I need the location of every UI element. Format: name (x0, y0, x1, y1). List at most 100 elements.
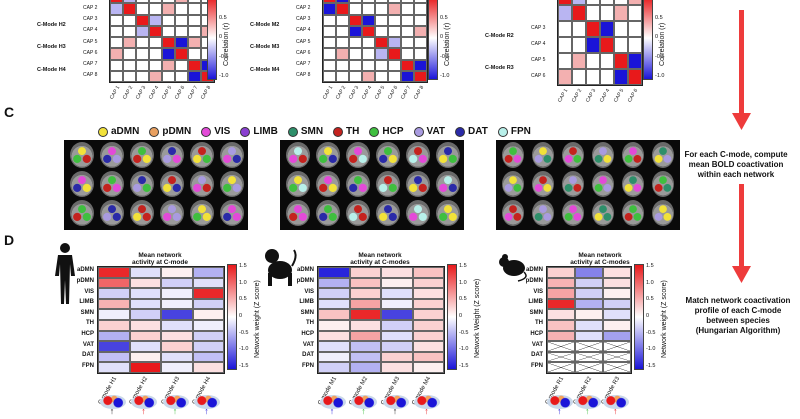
heatmap-cell-empty (603, 341, 631, 352)
heatmap-cell-empty (575, 341, 603, 352)
correlation-cell (149, 70, 162, 82)
human-cap-row-label: CAP 4 (83, 27, 98, 34)
rodent-cap-row-label: CAP 6 (531, 73, 546, 79)
monkey-network-colorbar-title: Network Weight (Z score) (474, 278, 481, 358)
rodent-network-label: TH (535, 320, 543, 327)
heatmap-cell (603, 320, 631, 331)
legend-item: FPN (497, 126, 531, 137)
rodent-network-label: aDMN (525, 267, 543, 274)
monkey-network-label: LIMB (299, 299, 314, 306)
rodent-network-colorbar-tick: -0.5 (646, 329, 656, 336)
human-correlation-matrix (109, 0, 215, 83)
heatmap-cell (547, 277, 575, 289)
mode-arrow-icon: ↑ (424, 406, 429, 416)
correlation-cell (600, 21, 614, 37)
correlation-cell (336, 25, 349, 37)
correlation-cell (136, 70, 149, 82)
monkey-network-label: VAT (302, 341, 314, 348)
monkey-brain-slices (280, 140, 464, 230)
correlation-cell (586, 5, 600, 21)
monkey-mode-label: C-Mode M4 (250, 66, 280, 73)
monkey-cap-row-label: CAP 8 (296, 72, 311, 79)
human-network-colorbar-tick: -0.5 (239, 329, 249, 336)
brain-slice (436, 171, 460, 197)
correlation-cell (414, 59, 427, 71)
legend-item: pDMN (149, 126, 191, 137)
correlation-cell (572, 0, 586, 5)
correlation-cell (614, 21, 628, 37)
correlation-cell (572, 5, 586, 21)
brain-slice (100, 171, 124, 197)
correlation-cell (388, 70, 401, 82)
heatmap-cell (349, 351, 381, 363)
correlation-cell (349, 37, 362, 49)
monkey-network-label: SMN (300, 309, 314, 316)
brain-slice (220, 200, 244, 226)
legend-swatch-icon (369, 126, 380, 137)
heatmap-cell (192, 298, 224, 310)
correlation-cell (349, 59, 362, 71)
correlation-cell (414, 3, 427, 15)
heatmap-cell (381, 320, 413, 331)
correlation-cell (572, 69, 586, 85)
heatmap-cell (603, 330, 631, 342)
brain-slice (316, 200, 340, 226)
heatmap-cell (547, 298, 575, 310)
correlation-cell (349, 48, 362, 60)
heatmap-cell (129, 351, 161, 363)
heatmap-cell (129, 277, 161, 289)
correlation-cell (149, 0, 162, 4)
brain-slice (592, 171, 614, 197)
cortical-surface (547, 395, 573, 409)
brain-slice (70, 171, 94, 197)
monkey-network-colorbar-tick: -0.5 (459, 329, 469, 336)
side-text-c-line: within each network (697, 170, 775, 179)
correlation-cell (388, 14, 401, 26)
cortical-surface (131, 395, 158, 409)
section-c-letter: C (4, 104, 15, 120)
correlation-cell (362, 70, 375, 82)
legend-label: LIMB (253, 126, 278, 137)
heatmap-cell (318, 362, 350, 373)
human-cap-row-label: CAP 5 (83, 38, 98, 45)
rodent-correlation-colorbar (643, 0, 653, 80)
legend-swatch-icon (98, 126, 108, 137)
rodent-network-label: HCP (530, 330, 543, 337)
heatmap-cell (603, 298, 631, 310)
brain-slice (130, 142, 154, 168)
human-network-colorbar-tick: -1.5 (239, 363, 249, 369)
correlation-cell (614, 0, 628, 5)
side-text-d-line: Match network coactivation (685, 296, 791, 305)
arrow-shaft-1 (739, 10, 744, 115)
rodent-brain-slices (496, 140, 680, 230)
heatmap-cell (161, 288, 193, 299)
brain-slice (532, 171, 554, 197)
rodent-cap-row-label: CAP 5 (531, 57, 546, 63)
heatmap-cell (318, 298, 350, 310)
rodent-colorbar-tick: -0.5 (655, 53, 665, 60)
human-network-label: pDMN (76, 277, 94, 284)
correlation-cell (558, 0, 572, 5)
heatmap-cell (349, 362, 381, 373)
heatmap-cell-empty (603, 351, 631, 363)
rodent-heatmap-title-line: activity at C-modes (570, 259, 630, 267)
arrow-head-1 (732, 113, 751, 130)
monkey-network-heatmap (317, 266, 445, 374)
correlation-cell (572, 21, 586, 37)
heatmap-cell (349, 330, 381, 342)
side-text-c-line: mean BOLD coactivation (688, 160, 784, 169)
legend-swatch-icon (455, 126, 466, 137)
heatmap-cell (381, 298, 413, 310)
monkey-colorbar-tick: 0.5 (440, 14, 448, 21)
correlation-cell (123, 48, 136, 60)
rodent-network-colorbar-tick: 0 (646, 313, 650, 319)
correlation-cell (162, 59, 175, 71)
correlation-cell (586, 37, 600, 53)
correlation-cell (375, 0, 388, 4)
correlation-cell (362, 48, 375, 60)
monkey-network-label: DAT (302, 352, 314, 359)
monkey-heatmap-title-line: activity at C-modes (350, 259, 410, 267)
correlation-cell (188, 70, 201, 82)
heatmap-cell (381, 351, 413, 363)
cortical-surface (603, 395, 629, 409)
